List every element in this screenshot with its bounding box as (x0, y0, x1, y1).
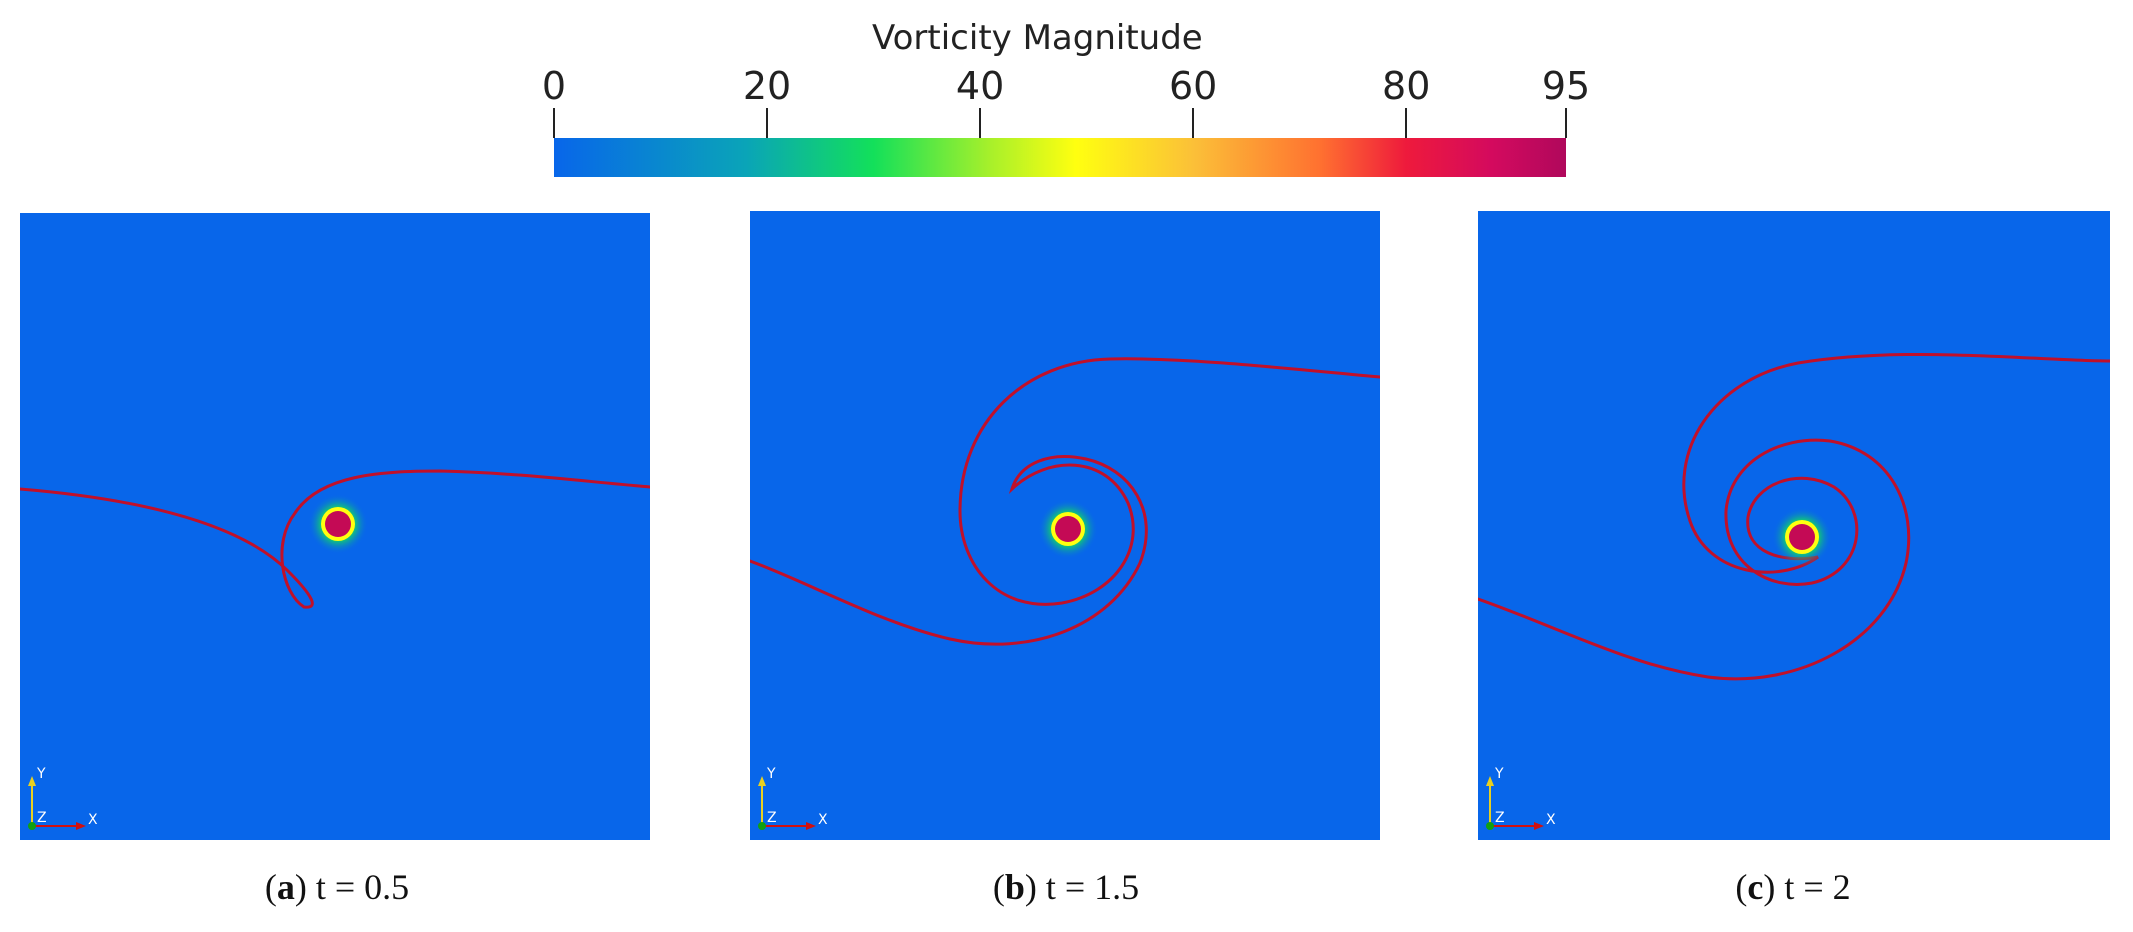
axes-glyph-a: Y X Z (28, 766, 98, 830)
vorticity-field-c: Y X Z (1478, 211, 2110, 840)
colorbar-tick-label: 80 (1382, 64, 1431, 108)
colorbar (554, 138, 1566, 177)
y-arrow-icon (28, 776, 36, 786)
x-arrow-icon (1534, 822, 1544, 830)
interface-curve-c (1478, 352, 2110, 681)
caption-letter-a: a (276, 867, 295, 907)
z-axis-label: Z (767, 810, 777, 826)
x-arrow-icon (76, 822, 86, 830)
colorbar-gradient (554, 138, 1566, 177)
y-axis-label: Y (36, 766, 46, 782)
caption-time-a: t = 0.5 (306, 867, 410, 907)
colorbar-tick-mark (979, 108, 982, 138)
colorbar-tick-mark (1405, 108, 1408, 138)
colorbar-tick-mark (1192, 108, 1195, 138)
y-arrow-icon (1486, 776, 1494, 786)
colorbar-tick-mark (553, 108, 555, 138)
caption-b: (b) t = 1.5 (992, 867, 1140, 907)
caption-letter-c: c (1747, 867, 1764, 907)
z-axis-label: Z (37, 810, 47, 826)
vortex-center (1055, 516, 1081, 542)
y-axis-label: Y (766, 766, 776, 782)
x-arrow-icon (806, 822, 816, 830)
caption-letter-b: b (1004, 867, 1025, 907)
colorbar-tick-mark (1565, 108, 1567, 138)
caption-time-b: t = 1.5 (1036, 867, 1140, 907)
vortex-center (1789, 524, 1815, 550)
z-axis-dot (1486, 822, 1494, 830)
z-axis-dot (758, 822, 766, 830)
colorbar-tick-label: 20 (742, 64, 792, 108)
axes-glyph-b: Y X Z (758, 766, 828, 830)
caption-a: (a) t = 0.5 (264, 867, 410, 907)
colorbar-title: Vorticity Magnitude (872, 18, 1203, 58)
colorbar-tick-label: 60 (1168, 64, 1218, 108)
y-arrow-icon (758, 776, 766, 786)
panel-c: Y X Z (1478, 211, 2110, 840)
interface-curve-a (20, 469, 650, 609)
z-axis-dot (28, 822, 36, 830)
vortex-center (325, 511, 351, 537)
colorbar-tick-label: 40 (955, 64, 1005, 108)
interface-curve-b (750, 357, 1380, 646)
x-axis-label: X (1546, 812, 1556, 828)
vortex-core-c (1772, 507, 1832, 567)
caption-c: (c) t = 2 (1735, 867, 1851, 907)
panel-a: Y X Z (20, 213, 650, 840)
vortex-core-a (308, 494, 368, 554)
vorticity-field-b: Y X Z (750, 211, 1380, 840)
axes-glyph-c: Y X Z (1486, 766, 1556, 830)
x-axis-label: X (818, 812, 828, 828)
x-axis-label: X (88, 812, 98, 828)
vortex-core-b (1038, 499, 1098, 559)
caption-time-c: t = 2 (1775, 867, 1851, 907)
vorticity-field-a: Y X Z (20, 213, 650, 840)
z-axis-label: Z (1495, 810, 1505, 826)
colorbar-tick-mark (766, 108, 769, 138)
panel-b: Y X Z (750, 211, 1380, 840)
colorbar-tick-label: 0 (541, 64, 567, 108)
colorbar-tick-label: 95 (1541, 64, 1591, 108)
y-axis-label: Y (1494, 766, 1504, 782)
